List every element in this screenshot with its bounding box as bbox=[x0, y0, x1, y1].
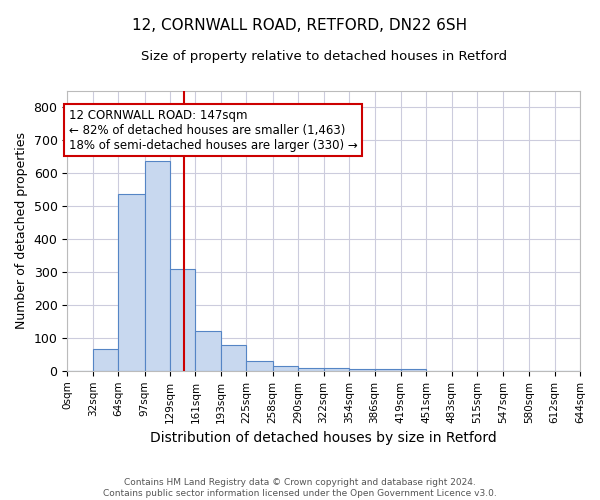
Bar bbox=[145, 162, 170, 371]
X-axis label: Distribution of detached houses by size in Retford: Distribution of detached houses by size … bbox=[150, 431, 497, 445]
Bar bbox=[401, 369, 427, 371]
Bar bbox=[247, 361, 272, 371]
Bar bbox=[323, 368, 349, 371]
Text: Contains HM Land Registry data © Crown copyright and database right 2024.
Contai: Contains HM Land Registry data © Crown c… bbox=[103, 478, 497, 498]
Title: Size of property relative to detached houses in Retford: Size of property relative to detached ho… bbox=[140, 50, 507, 63]
Text: 12, CORNWALL ROAD, RETFORD, DN22 6SH: 12, CORNWALL ROAD, RETFORD, DN22 6SH bbox=[133, 18, 467, 32]
Y-axis label: Number of detached properties: Number of detached properties bbox=[15, 132, 28, 329]
Text: 12 CORNWALL ROAD: 147sqm
← 82% of detached houses are smaller (1,463)
18% of sem: 12 CORNWALL ROAD: 147sqm ← 82% of detach… bbox=[69, 108, 358, 152]
Bar bbox=[170, 268, 196, 371]
Bar bbox=[272, 366, 298, 371]
Bar bbox=[93, 350, 118, 371]
Bar bbox=[374, 369, 401, 371]
Bar bbox=[298, 368, 323, 371]
Bar bbox=[118, 194, 145, 371]
Bar bbox=[196, 332, 221, 371]
Bar bbox=[349, 368, 374, 371]
Bar bbox=[221, 345, 247, 371]
